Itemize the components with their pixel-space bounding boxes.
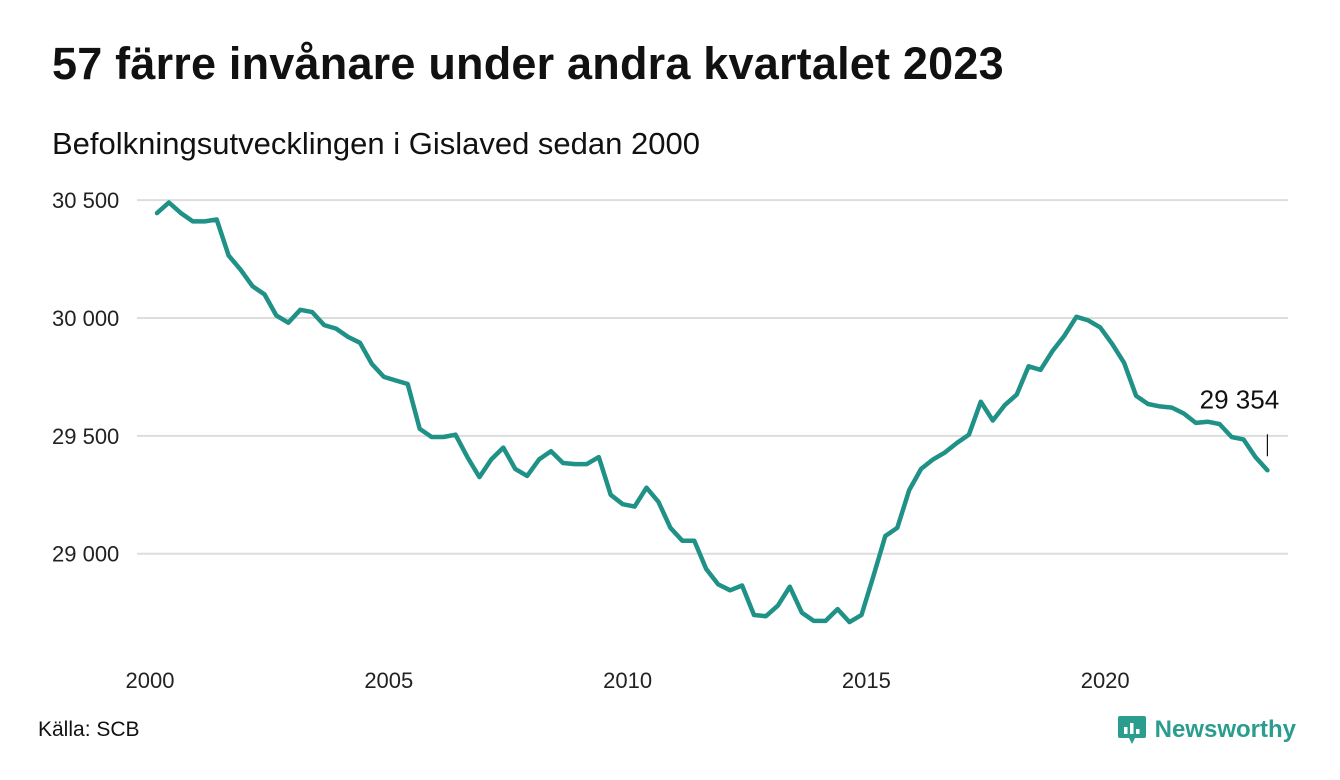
brand-logo[interactable]: Newsworthy	[1117, 714, 1296, 746]
y-tick-label: 30 000	[52, 306, 119, 331]
y-tick-label: 30 500	[52, 188, 119, 213]
line-chart: 29 000 29 500 30 000 30 500 2000 2005 2010 201…	[52, 188, 1288, 693]
newsworthy-logo-icon	[1117, 716, 1146, 744]
y-axis-ticks: 29 000 29 500 30 000 30 500	[52, 188, 119, 567]
population-line	[154, 200, 1270, 625]
source-note: Källa: SCB	[38, 718, 140, 741]
x-tick-label: 2010	[603, 668, 652, 693]
y-tick-label: 29 000	[52, 542, 119, 567]
chart-title: 57 färre invånare under andra kvartalet …	[52, 38, 1004, 89]
brand-name: Newsworthy	[1154, 716, 1296, 743]
gridlines	[137, 199, 1288, 555]
x-tick-label: 2000	[126, 668, 175, 693]
chart-subtitle: Befolkningsutvecklingen i Gislaved sedan…	[52, 126, 700, 161]
y-tick-label: 29 500	[52, 424, 119, 449]
x-tick-label: 2015	[842, 668, 891, 693]
x-tick-label: 2005	[364, 668, 413, 693]
x-axis-ticks: 2000 2005 2010 2015 2020	[126, 668, 1130, 693]
end-value-label: 29 354	[1200, 384, 1280, 414]
x-tick-label: 2020	[1081, 668, 1130, 693]
